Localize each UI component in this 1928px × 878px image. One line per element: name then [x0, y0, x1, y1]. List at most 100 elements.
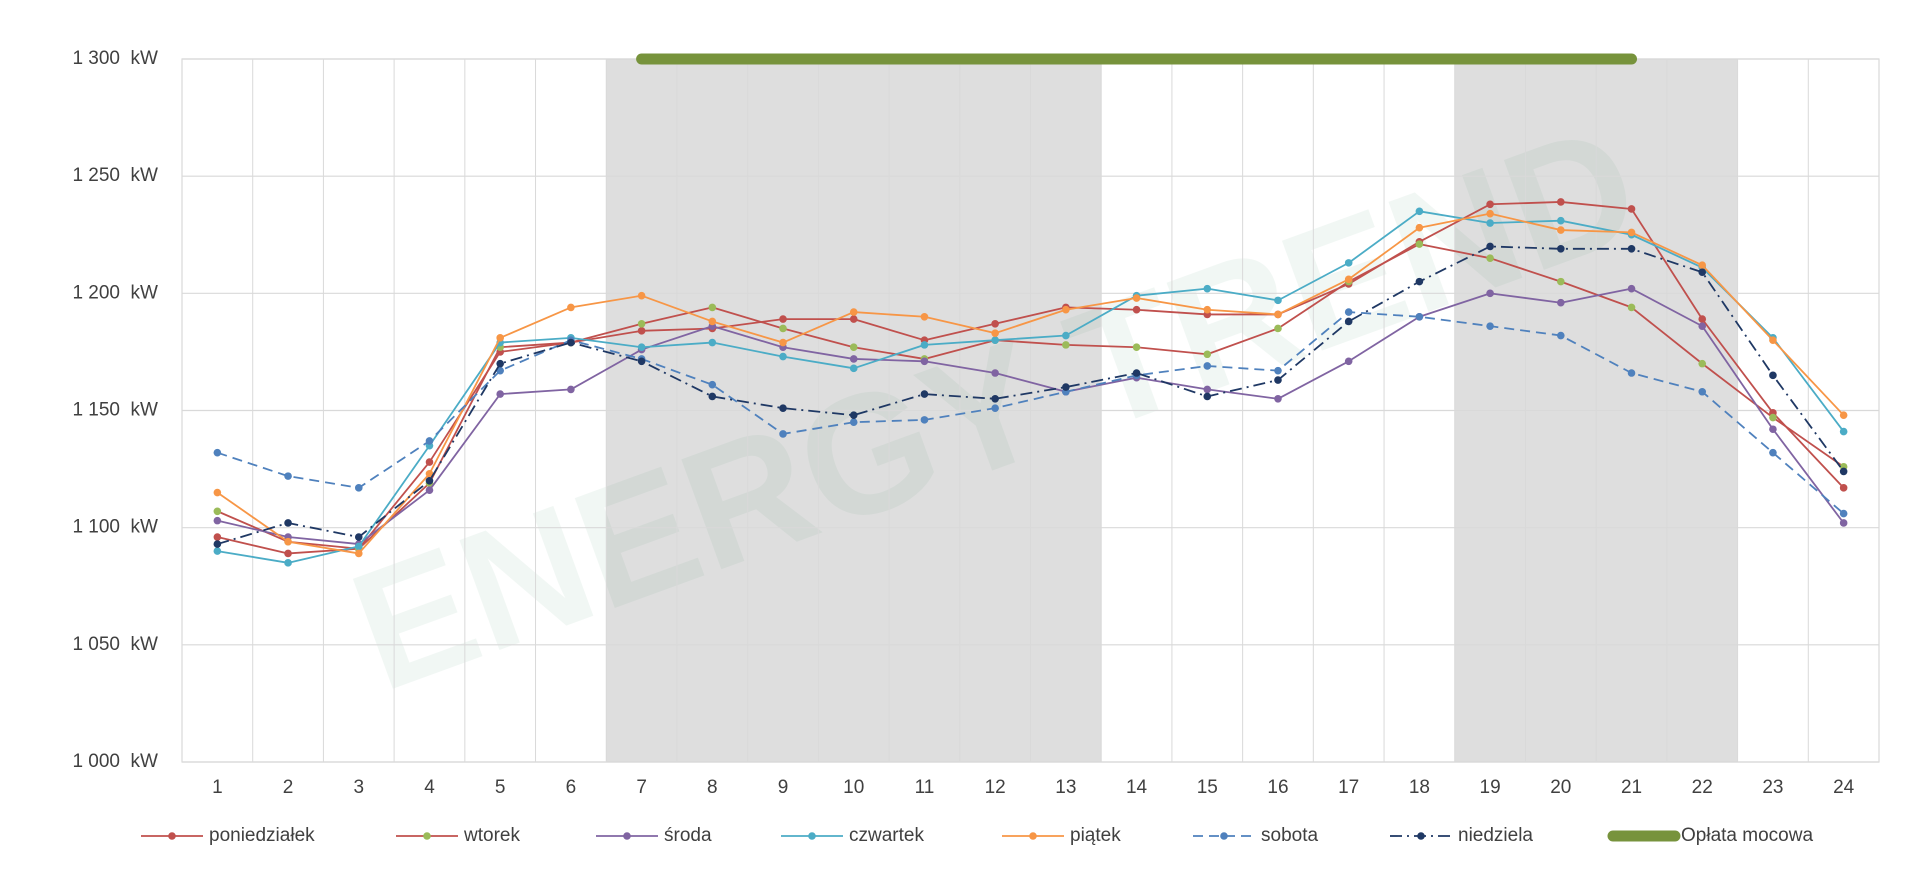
series-line	[216, 243, 1845, 550]
data-point	[213, 533, 222, 541]
data-point	[1132, 369, 1141, 377]
legend-label: piątek	[1070, 825, 1121, 846]
x-tick-label: 24	[1833, 777, 1855, 798]
x-tick-label: 17	[1338, 777, 1359, 798]
data-point	[1062, 331, 1070, 340]
x-tick-label: 3	[353, 777, 364, 798]
y-tick-label: 1 100 kW	[72, 517, 158, 538]
data-point	[1132, 305, 1141, 314]
data-point	[1486, 254, 1494, 262]
x-tick-label: 7	[636, 777, 647, 798]
legend-label: sobota	[1261, 825, 1318, 846]
data-point	[284, 559, 292, 567]
data-point	[213, 448, 222, 457]
x-tick-label: 16	[1267, 777, 1288, 798]
data-point	[1769, 371, 1777, 380]
data-point	[567, 385, 575, 394]
data-point	[920, 341, 929, 349]
data-point	[1203, 350, 1212, 359]
x-tick-label: 22	[1692, 777, 1713, 798]
data-point	[496, 334, 504, 342]
data-point	[496, 390, 504, 398]
x-tick-label: 4	[424, 777, 435, 798]
data-point	[637, 357, 646, 366]
data-point	[779, 315, 787, 323]
data-point	[1274, 310, 1282, 319]
data-point	[1344, 308, 1353, 316]
data-point	[991, 329, 999, 337]
data-point	[849, 343, 858, 352]
x-tick-label: 12	[985, 777, 1006, 798]
data-point	[991, 394, 999, 403]
data-point	[1839, 484, 1848, 492]
data-point	[1344, 275, 1353, 284]
data-point	[1274, 296, 1282, 305]
data-point	[708, 303, 717, 312]
data-point	[496, 366, 504, 375]
y-tick-label: 1 250 kW	[72, 165, 158, 186]
legend-marker	[808, 832, 816, 840]
data-point	[1769, 336, 1777, 345]
data-point	[637, 343, 646, 352]
data-point	[354, 533, 363, 541]
data-point	[354, 484, 363, 492]
data-point	[1203, 305, 1212, 314]
legend-label: wtorek	[463, 825, 520, 846]
data-point	[708, 338, 717, 347]
data-point	[1769, 448, 1777, 457]
x-tick-label: 6	[566, 777, 577, 798]
data-point	[708, 392, 717, 401]
x-tick-label: 2	[283, 777, 294, 798]
x-tick-label: 8	[707, 777, 718, 798]
data-point	[284, 549, 292, 558]
data-point	[991, 369, 999, 377]
legend-label: poniedziałek	[209, 825, 315, 846]
data-point	[1415, 223, 1424, 232]
data-point	[1274, 324, 1282, 333]
data-point	[1486, 209, 1494, 218]
data-point	[920, 390, 929, 398]
y-tick-label: 1 200 kW	[72, 282, 158, 303]
data-point	[1839, 509, 1848, 518]
legend-marker	[1220, 832, 1228, 840]
x-tick-label: 23	[1762, 777, 1783, 798]
x-tick-label: 19	[1480, 777, 1501, 798]
data-point	[284, 472, 292, 480]
legend-label: czwartek	[849, 825, 924, 846]
series-line	[217, 311, 1845, 515]
data-point	[1627, 205, 1636, 213]
legend-label: środa	[664, 825, 712, 846]
data-point	[920, 312, 929, 321]
data-point	[1839, 519, 1848, 527]
series-line	[217, 245, 1845, 545]
data-point	[1344, 259, 1353, 267]
data-point	[567, 303, 575, 312]
x-tick-label: 20	[1550, 777, 1571, 798]
legend-marker	[1417, 832, 1425, 840]
data-point	[779, 404, 787, 412]
data-point	[1274, 376, 1282, 384]
series-line	[217, 287, 1845, 545]
data-point	[213, 507, 222, 516]
legend-marker	[1029, 832, 1037, 840]
data-point	[1627, 284, 1636, 293]
data-point	[1486, 219, 1494, 227]
x-tick-label: 14	[1126, 777, 1148, 798]
data-point	[425, 486, 434, 494]
legend-marker	[168, 832, 176, 840]
data-point	[708, 317, 717, 326]
data-point	[1839, 467, 1848, 476]
data-point	[1698, 322, 1707, 330]
data-point	[354, 542, 363, 551]
data-point	[1627, 245, 1636, 253]
data-point	[779, 430, 787, 438]
data-point	[849, 364, 858, 373]
data-point	[849, 411, 858, 419]
data-point	[1203, 385, 1212, 394]
data-point	[849, 308, 858, 316]
x-tick-label: 21	[1621, 777, 1642, 798]
data-point	[849, 355, 858, 363]
data-point	[213, 488, 222, 497]
data-point	[1557, 245, 1565, 253]
